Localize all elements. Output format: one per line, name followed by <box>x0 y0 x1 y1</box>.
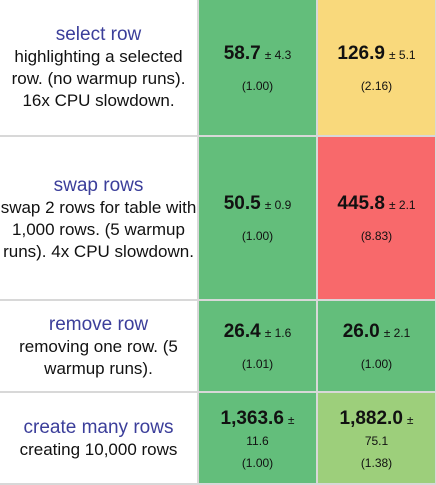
result-value: 1,882.0 <box>339 407 403 429</box>
benchmark-description: highlighting a selected row. (no warmup … <box>11 47 186 110</box>
result-value: 26.4 <box>223 321 261 342</box>
result-ratio: (1.00) <box>241 455 274 470</box>
result-deviation: ± 1.6 <box>264 326 292 340</box>
result-ratio: (1.00) <box>360 357 393 371</box>
benchmark-label-cell: swap rows swap 2 rows for table with 1,0… <box>0 135 199 301</box>
result-value: 58.7 <box>223 42 261 64</box>
benchmark-name: remove row <box>48 313 149 335</box>
result-value: 50.5 <box>223 193 261 214</box>
result-value: 26.0 <box>342 321 380 342</box>
result-cell: 1,363.6 ± 11.6 (1.00) <box>197 391 318 485</box>
benchmark-name: swap rows <box>53 174 144 196</box>
table-row: create many rows creating 10,000 rows 1,… <box>0 391 436 485</box>
result-cell: 26.4 ± 1.6 (1.01) <box>197 299 318 393</box>
result-value: 1,363.6 <box>220 407 284 429</box>
table-row: swap rows swap 2 rows for table with 1,0… <box>0 135 436 301</box>
benchmark-label-cell: select row highlighting a selected row. … <box>0 0 199 137</box>
result-cell: 50.5 ± 0.9 (1.00) <box>197 135 318 301</box>
result-deviation: ± 0.9 <box>264 198 292 212</box>
table-row: select row highlighting a selected row. … <box>0 0 436 137</box>
benchmark-label-cell: create many rows creating 10,000 rows <box>0 391 199 485</box>
result-deviation: ± 2.1 <box>383 326 411 340</box>
benchmark-description: removing one row. (5 warmup runs). <box>19 336 178 378</box>
result-ratio: (1.00) <box>241 78 274 93</box>
result-cell: 26.0 ± 2.1 (1.00) <box>316 299 436 393</box>
result-ratio: (1.00) <box>241 229 274 243</box>
result-deviation: ± 5.1 <box>388 47 416 62</box>
result-ratio: (1.01) <box>241 357 274 371</box>
result-cell: 445.8 ± 2.1 (8.83) <box>316 135 436 301</box>
result-deviation: 11.6 <box>246 433 269 448</box>
result-value: 445.8 <box>337 193 385 214</box>
result-cell: 58.7 ± 4.3 (1.00) <box>197 0 318 137</box>
benchmark-description: swap 2 rows for table with 1,000 rows. (… <box>0 197 197 261</box>
result-deviation-sign: ± <box>287 412 295 427</box>
benchmark-description: creating 10,000 rows <box>19 439 178 459</box>
result-deviation-sign: ± <box>406 412 414 427</box>
table-row: remove row removing one row. (5 warmup r… <box>0 299 436 393</box>
result-cell: 126.9 ± 5.1 (2.16) <box>316 0 436 137</box>
benchmark-name: create many rows <box>23 416 174 438</box>
benchmark-name: select row <box>55 24 142 45</box>
result-deviation: ± 2.1 <box>388 198 416 212</box>
result-value: 126.9 <box>337 42 385 64</box>
result-ratio: (8.83) <box>360 229 393 243</box>
result-cell: 1,882.0 ± 75.1 (1.38) <box>316 391 436 485</box>
result-deviation: 75.1 <box>364 433 389 448</box>
result-ratio: (2.16) <box>360 78 393 93</box>
benchmark-label-cell: remove row removing one row. (5 warmup r… <box>0 299 199 393</box>
result-deviation: ± 4.3 <box>264 47 292 62</box>
result-ratio: (1.38) <box>360 455 393 470</box>
